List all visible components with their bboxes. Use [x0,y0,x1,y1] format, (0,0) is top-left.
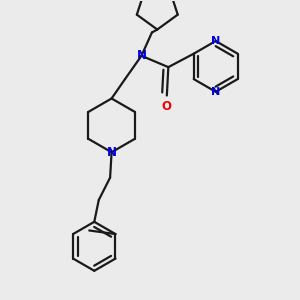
Text: O: O [162,100,172,113]
Text: N: N [211,87,220,97]
Text: N: N [211,36,220,46]
Text: N: N [136,49,146,62]
Text: N: N [106,146,117,159]
